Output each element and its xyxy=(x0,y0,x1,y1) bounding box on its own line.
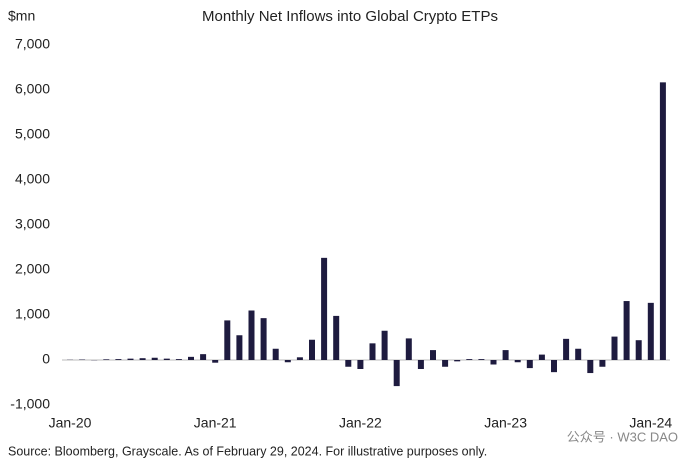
y-tick-label: 7,000 xyxy=(15,36,50,52)
bar xyxy=(115,359,122,360)
bar xyxy=(224,320,231,360)
bar xyxy=(502,350,509,360)
bar xyxy=(611,336,618,360)
bar xyxy=(599,360,606,367)
bar xyxy=(260,318,267,360)
bar xyxy=(538,354,545,360)
bar xyxy=(309,339,315,360)
y-tick-label: -1,000 xyxy=(10,396,50,412)
bar xyxy=(175,359,182,360)
bar xyxy=(357,360,364,369)
bar xyxy=(454,360,461,362)
bar xyxy=(514,360,521,363)
bar xyxy=(333,315,340,360)
bar xyxy=(200,354,207,360)
bar xyxy=(188,356,194,360)
y-tick-label: 1,000 xyxy=(15,306,50,322)
y-tick-label: 4,000 xyxy=(15,171,50,187)
bar xyxy=(587,360,594,374)
watermark: 公众号 · W3C DAO xyxy=(567,429,678,444)
bar xyxy=(526,360,533,369)
bar xyxy=(139,358,146,360)
bar xyxy=(284,360,291,363)
x-tick-label: Jan-24 xyxy=(629,415,672,431)
bar xyxy=(212,360,219,363)
bar xyxy=(647,302,654,360)
bar xyxy=(466,359,473,360)
source: Source: Bloomberg, Grayscale. As of Febr… xyxy=(8,444,487,458)
x-tick-label: Jan-20 xyxy=(49,415,92,431)
y-tick-label: 5,000 xyxy=(15,126,50,142)
bar xyxy=(405,338,412,360)
bar xyxy=(430,350,436,360)
bar xyxy=(248,310,255,360)
bar xyxy=(393,360,400,387)
bar xyxy=(659,82,666,360)
bar xyxy=(623,301,630,360)
bar xyxy=(321,257,328,360)
bar xyxy=(151,357,158,360)
bar xyxy=(635,340,642,360)
bar xyxy=(417,360,424,369)
bar xyxy=(575,348,582,360)
bar xyxy=(272,348,279,360)
bar xyxy=(442,360,449,367)
bar xyxy=(103,359,110,360)
bar xyxy=(563,338,570,360)
x-tick-label: Jan-23 xyxy=(484,415,527,431)
y-tick-label: 3,000 xyxy=(15,216,50,232)
bar xyxy=(478,359,485,360)
chart-title: Monthly Net Inflows into Global Crypto E… xyxy=(202,8,498,25)
x-tick-label: Jan-22 xyxy=(339,415,382,431)
y-axis-label: $mn xyxy=(8,8,35,24)
y-tick-label: 2,000 xyxy=(15,261,50,277)
bar xyxy=(551,360,557,373)
bar xyxy=(163,358,170,360)
bar xyxy=(127,358,134,360)
bar xyxy=(345,360,352,367)
bar xyxy=(296,357,303,360)
bar xyxy=(490,360,497,365)
bar xyxy=(381,330,388,360)
bar xyxy=(369,343,376,360)
bar xyxy=(236,335,243,360)
x-tick-label: Jan-21 xyxy=(194,415,237,431)
y-tick-label: 0 xyxy=(42,351,50,367)
y-tick-label: 6,000 xyxy=(15,81,50,97)
